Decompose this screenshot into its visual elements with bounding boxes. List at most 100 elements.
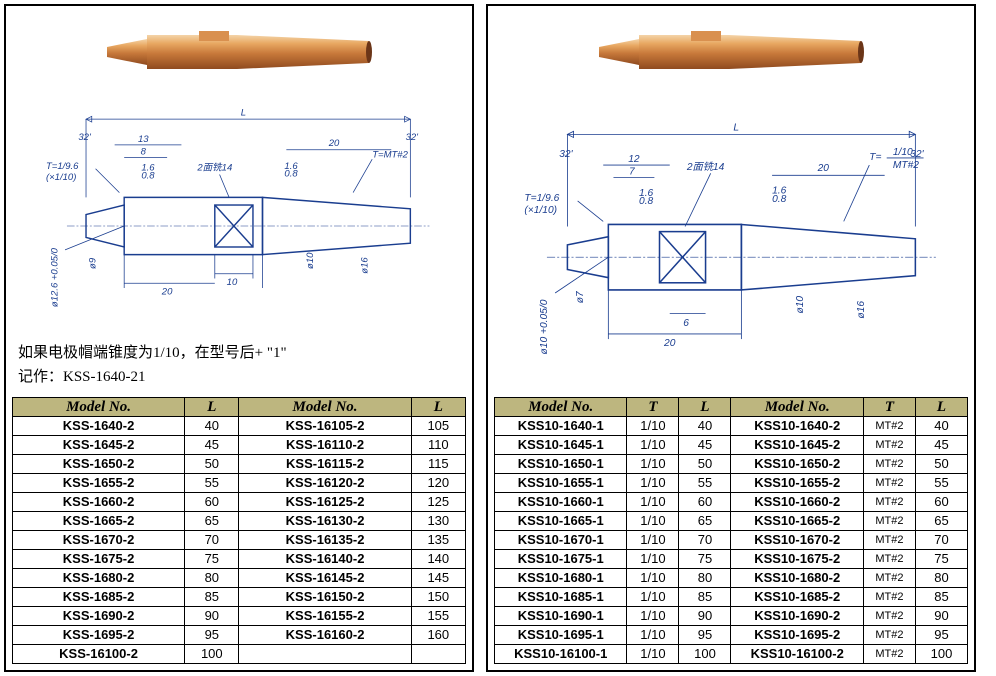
table-cell: KSS10-1660-2 bbox=[731, 493, 863, 512]
table-header: Model No. bbox=[13, 398, 185, 417]
svg-text:32': 32' bbox=[406, 132, 420, 143]
table-row: KSS10-1665-11/1065KSS10-1665-2MT#265 bbox=[495, 512, 968, 531]
table-cell: 100 bbox=[915, 645, 967, 664]
table-cell: KSS-1660-2 bbox=[13, 493, 185, 512]
table-cell: 70 bbox=[915, 531, 967, 550]
table-cell bbox=[411, 645, 465, 664]
table-cell: KSS-16160-2 bbox=[239, 626, 411, 645]
table-cell: 1/10 bbox=[627, 588, 679, 607]
table-cell: 40 bbox=[679, 417, 731, 436]
table-row: KSS10-1655-11/1055KSS10-1655-2MT#255 bbox=[495, 474, 968, 493]
table-cell: 45 bbox=[915, 436, 967, 455]
table-row: KSS-1645-245KSS-16110-2110 bbox=[13, 436, 466, 455]
table-cell: KSS10-1685-1 bbox=[495, 588, 627, 607]
svg-text:T=1/9.6: T=1/9.6 bbox=[524, 192, 559, 203]
svg-text:L: L bbox=[733, 122, 739, 133]
electrode-photo-left bbox=[99, 27, 379, 77]
table-cell: KSS10-1690-1 bbox=[495, 607, 627, 626]
table-cell: KSS10-1640-2 bbox=[731, 417, 863, 436]
svg-text:ø9: ø9 bbox=[88, 257, 99, 269]
right-photo bbox=[494, 12, 968, 92]
table-cell: 85 bbox=[185, 588, 239, 607]
right-table: Model No.TLModel No.TL KSS10-1640-11/104… bbox=[494, 397, 968, 664]
svg-text:2面铣14: 2面铣14 bbox=[197, 163, 233, 174]
table-cell: 1/10 bbox=[627, 531, 679, 550]
svg-text:2面铣14: 2面铣14 bbox=[686, 161, 725, 173]
table-cell: 1/10 bbox=[627, 436, 679, 455]
table-cell: 1/10 bbox=[627, 493, 679, 512]
table-cell: MT#2 bbox=[863, 550, 915, 569]
table-cell: KSS10-16100-2 bbox=[731, 645, 863, 664]
table-cell: MT#2 bbox=[863, 417, 915, 436]
table-row: KSS-1680-280KSS-16145-2145 bbox=[13, 569, 466, 588]
table-cell: KSS10-1650-1 bbox=[495, 455, 627, 474]
svg-text:ø10 +0.05/0: ø10 +0.05/0 bbox=[539, 299, 550, 354]
right-panel: L 32' 32' 12 7 2面铣14 20 T=1/9.6 (×1/10) … bbox=[486, 4, 976, 672]
table-cell bbox=[239, 645, 411, 664]
table-cell: 1/10 bbox=[627, 512, 679, 531]
table-row: KSS10-1660-11/1060KSS10-1660-2MT#260 bbox=[495, 493, 968, 512]
electrode-photo-right bbox=[591, 27, 871, 77]
table-cell: KSS-1680-2 bbox=[13, 569, 185, 588]
svg-text:10: 10 bbox=[227, 277, 238, 288]
table-cell: KSS10-1665-2 bbox=[731, 512, 863, 531]
svg-text:1/10: 1/10 bbox=[893, 146, 913, 157]
table-cell: 1/10 bbox=[627, 645, 679, 664]
table-header: L bbox=[915, 398, 967, 417]
table-cell: KSS-1690-2 bbox=[13, 607, 185, 626]
table-cell: KSS-1665-2 bbox=[13, 512, 185, 531]
table-cell: MT#2 bbox=[863, 569, 915, 588]
table-row: KSS10-16100-11/10100KSS10-16100-2MT#2100 bbox=[495, 645, 968, 664]
table-row: KSS10-1670-11/1070KSS10-1670-2MT#270 bbox=[495, 531, 968, 550]
table-cell: MT#2 bbox=[863, 531, 915, 550]
table-cell: MT#2 bbox=[863, 588, 915, 607]
table-cell: KSS-1645-2 bbox=[13, 436, 185, 455]
table-cell: 105 bbox=[411, 417, 465, 436]
table-cell: KSS10-1640-1 bbox=[495, 417, 627, 436]
table-cell: KSS10-1695-1 bbox=[495, 626, 627, 645]
table-cell: 60 bbox=[915, 493, 967, 512]
table-row: KSS10-1645-11/1045KSS10-1645-2MT#245 bbox=[495, 436, 968, 455]
table-row: KSS10-1650-11/1050KSS10-1650-2MT#250 bbox=[495, 455, 968, 474]
table-cell: 85 bbox=[679, 588, 731, 607]
table-cell: KSS-16120-2 bbox=[239, 474, 411, 493]
table-cell: 115 bbox=[411, 455, 465, 474]
table-cell: KSS-1640-2 bbox=[13, 417, 185, 436]
svg-text:ø10: ø10 bbox=[795, 295, 806, 313]
table-header: T bbox=[863, 398, 915, 417]
svg-text:20: 20 bbox=[816, 163, 829, 174]
svg-text:12: 12 bbox=[628, 154, 640, 165]
table-cell: 40 bbox=[915, 417, 967, 436]
table-row: KSS10-1680-11/1080KSS10-1680-2MT#280 bbox=[495, 569, 968, 588]
table-cell: 1/10 bbox=[627, 455, 679, 474]
table-row: KSS-1660-260KSS-16125-2125 bbox=[13, 493, 466, 512]
svg-text:ø10: ø10 bbox=[305, 252, 316, 269]
table-cell: 140 bbox=[411, 550, 465, 569]
table-cell: MT#2 bbox=[863, 607, 915, 626]
table-cell: 70 bbox=[185, 531, 239, 550]
table-cell: 1/10 bbox=[627, 607, 679, 626]
table-cell: 145 bbox=[411, 569, 465, 588]
svg-text:0.8: 0.8 bbox=[142, 170, 156, 181]
table-cell: KSS10-1645-2 bbox=[731, 436, 863, 455]
table-header: L bbox=[679, 398, 731, 417]
svg-text:20: 20 bbox=[161, 287, 173, 298]
svg-text:(×1/10): (×1/10) bbox=[46, 172, 76, 183]
table-cell: 80 bbox=[679, 569, 731, 588]
table-cell: KSS10-1680-1 bbox=[495, 569, 627, 588]
svg-text:8: 8 bbox=[141, 146, 147, 157]
table-cell: KSS-16155-2 bbox=[239, 607, 411, 626]
svg-text:32': 32' bbox=[559, 148, 573, 159]
table-cell: 75 bbox=[185, 550, 239, 569]
left-panel: L 32' 32' 13 8 20 T=1/9.6 (×1/10) T=MT#2… bbox=[4, 4, 474, 672]
table-row: KSS-1650-250KSS-16115-2115 bbox=[13, 455, 466, 474]
table-cell: 150 bbox=[411, 588, 465, 607]
table-row: KSS10-1690-11/1090KSS10-1690-2MT#290 bbox=[495, 607, 968, 626]
table-cell: 40 bbox=[185, 417, 239, 436]
table-cell: 1/10 bbox=[627, 474, 679, 493]
table-cell: 80 bbox=[915, 569, 967, 588]
table-cell: MT#2 bbox=[863, 474, 915, 493]
table-row: KSS-1685-285KSS-16150-2150 bbox=[13, 588, 466, 607]
table-row: KSS10-1640-11/1040KSS10-1640-2MT#240 bbox=[495, 417, 968, 436]
table-cell: 55 bbox=[185, 474, 239, 493]
